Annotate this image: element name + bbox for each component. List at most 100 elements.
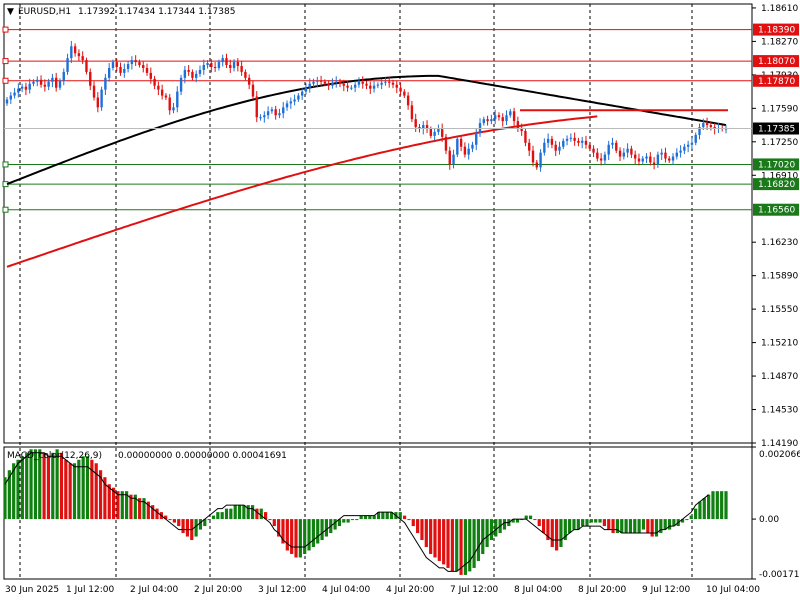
macd-bar	[698, 501, 702, 520]
candle-body	[463, 146, 467, 155]
candle-body	[300, 91, 304, 96]
candle-body	[539, 152, 542, 168]
candle-body	[607, 144, 610, 155]
macd-bar	[663, 519, 667, 530]
level-tag-label: 1.18070	[758, 57, 795, 67]
macd-bar	[294, 519, 298, 558]
candle-body	[459, 138, 463, 147]
macd-bar	[646, 519, 650, 534]
candle-body	[403, 91, 406, 96]
macd-bar	[77, 459, 81, 520]
candle-body	[96, 97, 100, 108]
candle-body	[217, 62, 221, 68]
time-axis-label: 4 Jul 20:00	[386, 585, 435, 595]
macd-bar	[489, 519, 494, 541]
macd-bar	[333, 519, 337, 530]
macd-bar	[455, 519, 459, 572]
candle-body	[618, 150, 622, 157]
macd-bar	[103, 477, 107, 520]
macd-bar	[550, 519, 554, 548]
candle-body	[85, 60, 88, 72]
candle-body	[429, 129, 433, 136]
candle-body	[395, 84, 398, 88]
macd-bar	[146, 501, 150, 520]
macd-bar	[3, 477, 7, 520]
candle-body	[599, 158, 603, 161]
macd-indicator-name: MACD_color(12,26,9)	[7, 451, 102, 461]
macd-bar	[594, 519, 598, 523]
macd-bar	[576, 519, 580, 530]
macd-bar	[81, 456, 85, 520]
candle-body	[62, 71, 65, 81]
macd-bar	[481, 519, 485, 554]
candle-body	[388, 81, 391, 83]
candle-body	[353, 84, 357, 88]
candle-body	[361, 81, 364, 84]
symbol-dropdown-icon[interactable]: ▼	[7, 7, 14, 17]
price-tick-label: 1.18610	[761, 4, 798, 14]
macd-bar	[355, 519, 359, 521]
macd-bar	[607, 519, 611, 530]
macd-bar	[446, 519, 450, 568]
time-axis-label: 3 Jul 12:00	[258, 585, 307, 595]
level-tag-bg	[753, 23, 799, 36]
macd-bar	[372, 515, 376, 520]
macd-bar	[416, 519, 420, 534]
candle-body	[626, 148, 629, 153]
level-lines[interactable]	[2, 26, 752, 213]
candle-body	[372, 85, 376, 89]
macd-bar	[55, 449, 59, 520]
candle-body	[690, 142, 694, 145]
time-axis-label: 9 Jul 12:00	[642, 585, 691, 595]
candle-body	[107, 67, 111, 78]
macd-bar	[667, 519, 672, 530]
macd-bar	[12, 463, 16, 520]
macd-bar	[389, 512, 394, 520]
macd-bar	[468, 519, 472, 572]
level-handle	[2, 77, 9, 84]
candle-body	[115, 62, 118, 67]
macd-bar	[233, 505, 237, 520]
macd-bar	[402, 515, 407, 520]
candle-body	[66, 58, 69, 72]
candle-body	[123, 68, 126, 73]
macd-bar	[472, 519, 476, 568]
macd-bar	[107, 484, 111, 520]
macd-bar	[185, 519, 190, 537]
candle-body	[202, 65, 205, 70]
macd-bar	[598, 519, 602, 523]
macd-bar	[51, 452, 55, 520]
macd-bar	[120, 491, 124, 520]
candle-body	[51, 77, 54, 82]
macd-indicator-values: 0.00000000 0.00000000 0.00041691	[118, 451, 287, 461]
current-price-tag: 1.17385	[753, 122, 799, 135]
candle-body	[391, 82, 395, 85]
candle-body	[592, 148, 595, 153]
level-tag-label: 1.16560	[758, 206, 795, 216]
price-tick-label: 1.16910	[761, 171, 798, 181]
macd-bar	[111, 487, 116, 520]
macd-bar	[368, 515, 372, 520]
candle-body	[535, 162, 538, 168]
macd-tick-label: 0.00	[759, 515, 779, 525]
candle-body	[615, 142, 618, 151]
macd-axis-labels: 0.002066 0.00 -0.001717	[752, 446, 800, 580]
macd-bar	[259, 508, 263, 520]
candle-body	[565, 138, 569, 141]
candle-body	[698, 127, 701, 135]
candle-body	[17, 88, 20, 93]
macd-bar	[298, 519, 302, 558]
candle-body	[641, 158, 644, 162]
macd-bar	[7, 470, 11, 520]
candle-body	[285, 103, 289, 108]
macd-bar	[246, 505, 250, 520]
macd-bar	[59, 452, 64, 520]
macd-bar	[602, 519, 606, 527]
macd-bar	[224, 508, 229, 520]
candle-body	[92, 85, 96, 98]
candle-body	[637, 158, 641, 162]
macd-bar	[168, 519, 172, 521]
macd-bar	[129, 494, 133, 520]
macd-bar	[64, 459, 68, 520]
